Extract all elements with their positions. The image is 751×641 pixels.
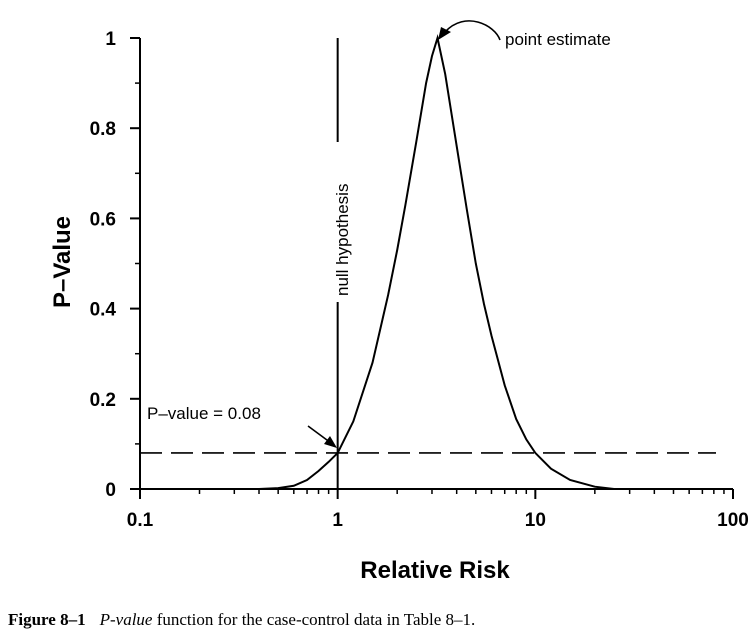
figure-label: Figure 8–1: [8, 610, 86, 629]
p-value-label: P–value = 0.08: [147, 404, 261, 423]
y-tick-label: 1: [105, 29, 116, 50]
x-tick-label: 1: [332, 510, 343, 531]
p-value-chart: 0 0.2 0.4 0.6 0.8 1 0.1 1 10 100 point estimate P…: [49, 20, 749, 584]
point-estimate-arrow: [444, 20, 501, 41]
p-value-curve: [258, 34, 615, 490]
x-tick-label: 0.1: [127, 510, 154, 531]
y-tick-label: 0.8: [90, 119, 116, 140]
y-axis-title: P–Value: [49, 216, 76, 308]
caption-italic-term: P-value: [99, 610, 153, 629]
ticks: [130, 37, 734, 499]
tick-labels: 0 0.2 0.4 0.6 0.8 1 0.1 1 10 100: [90, 29, 749, 531]
figure-caption: Figure 8–1 P-value function for the case-…: [8, 610, 475, 630]
x-tick-label: 100: [717, 510, 749, 531]
null-hypothesis-label: null hypothesis: [333, 184, 352, 296]
y-tick-label: 0.6: [90, 209, 116, 230]
x-axis-title: Relative Risk: [360, 557, 510, 584]
point-estimate-arrowhead: [438, 27, 451, 40]
p-value-arrowhead: [324, 436, 337, 448]
caption-text: function for the case-control data in Ta…: [156, 610, 476, 629]
y-tick-label: 0.2: [90, 390, 116, 411]
x-tick-label: 10: [525, 510, 546, 531]
point-estimate-label: point estimate: [505, 30, 611, 49]
y-tick-label: 0: [105, 480, 116, 501]
y-tick-label: 0.4: [90, 300, 117, 321]
null-line-label-gap: [336, 142, 340, 302]
